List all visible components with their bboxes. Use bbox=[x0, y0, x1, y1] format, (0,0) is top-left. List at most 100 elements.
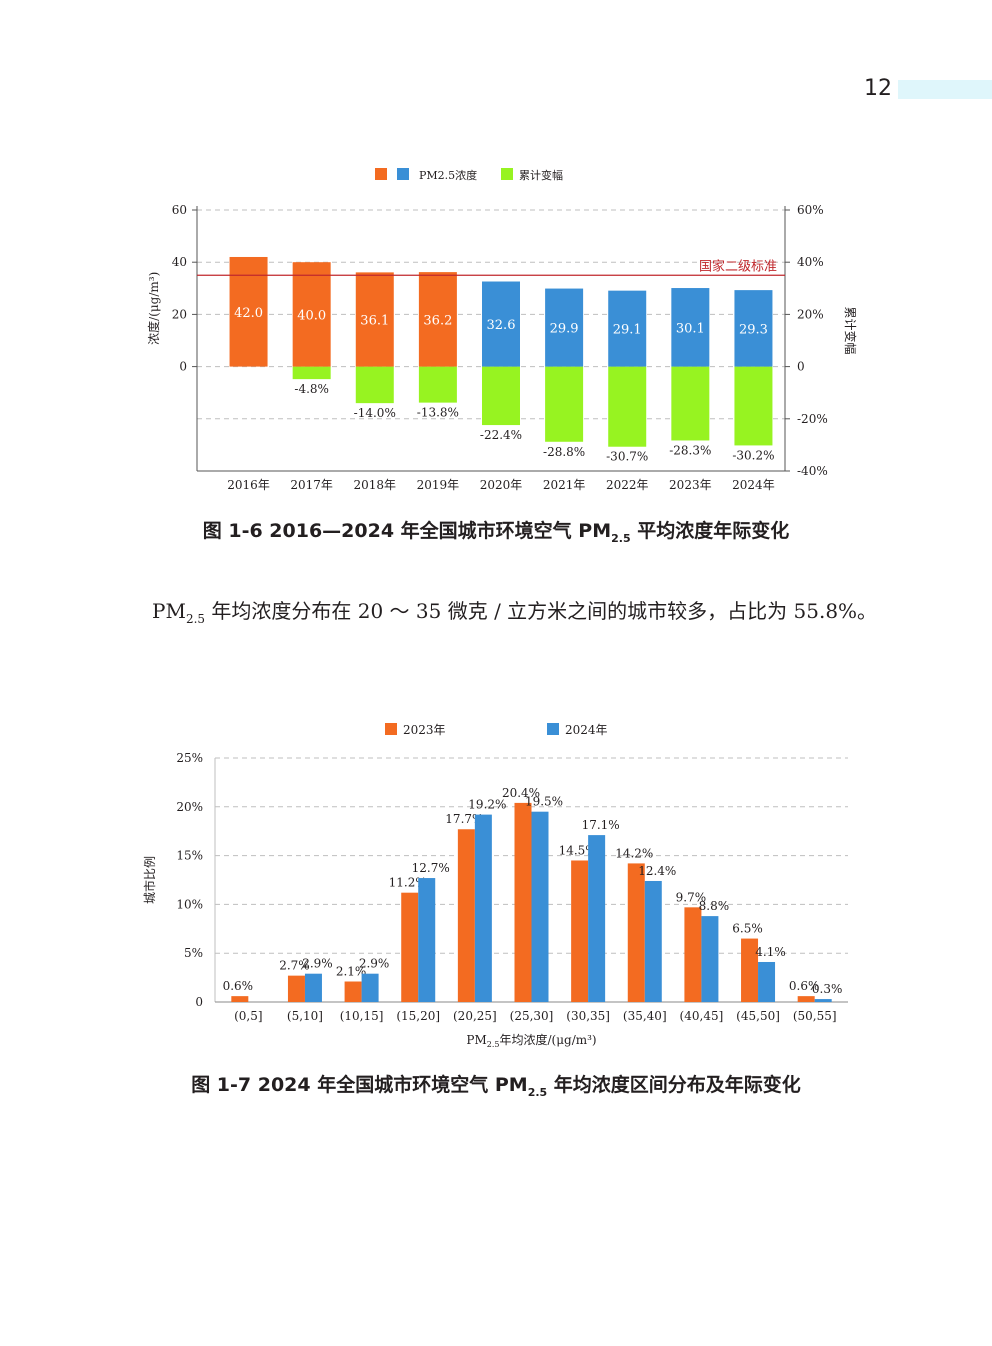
legend-swatch-orange bbox=[375, 168, 387, 180]
bar-2024 bbox=[814, 999, 832, 1002]
x-tick-label: (25,30] bbox=[510, 1009, 554, 1023]
y2-tick-label: -20% bbox=[797, 412, 828, 426]
x-tick-label: 2024年 bbox=[732, 478, 775, 492]
change-label: -30.2% bbox=[732, 448, 774, 462]
change-label: -4.8% bbox=[294, 382, 329, 396]
change-label: -22.4% bbox=[480, 428, 522, 442]
y-axis-title: 城市比例 bbox=[142, 856, 157, 904]
concentration-bar bbox=[608, 290, 647, 367]
concentration-label: 32.6 bbox=[487, 318, 516, 333]
x-tick-label: (10,15] bbox=[340, 1009, 384, 1023]
bar-2024 bbox=[701, 916, 719, 1002]
label-2024: 2.9% bbox=[359, 957, 390, 971]
label-2023: 0.6% bbox=[223, 979, 254, 993]
page-number: 12 bbox=[864, 76, 892, 101]
label-2023: 2.1% bbox=[336, 965, 367, 979]
legend-swatch-2024 bbox=[547, 723, 559, 735]
bar-2023 bbox=[457, 829, 475, 1002]
bar-2024 bbox=[531, 811, 549, 1002]
label-2024: 4.1% bbox=[755, 945, 786, 959]
bar-2023 bbox=[231, 996, 249, 1002]
y-axis-title: 浓度/(μg/m³) bbox=[146, 272, 161, 345]
standard-line-label: 国家二级标准 bbox=[699, 258, 777, 274]
change-bar bbox=[734, 366, 773, 446]
legend-label: 2024年 bbox=[565, 723, 608, 737]
bar-2023 bbox=[741, 938, 759, 1002]
y-tick-label: 5% bbox=[184, 946, 203, 960]
change-label: -28.8% bbox=[543, 445, 585, 459]
change-label: -14.0% bbox=[354, 406, 396, 420]
x-tick-label: 2018年 bbox=[354, 478, 397, 492]
bar-2023 bbox=[571, 860, 589, 1002]
x-tick-label: 2023年 bbox=[669, 478, 712, 492]
change-bar bbox=[482, 366, 520, 426]
label-2024: 19.5% bbox=[525, 795, 563, 809]
bar-2024 bbox=[304, 973, 322, 1002]
label-2024: 0.3% bbox=[812, 982, 843, 996]
label-2024: 12.7% bbox=[412, 861, 450, 875]
bar-2024 bbox=[361, 973, 379, 1002]
x-tick-label: (35,40] bbox=[623, 1009, 667, 1023]
concentration-bar bbox=[292, 262, 331, 367]
x-tick-label: (40,45] bbox=[680, 1009, 724, 1023]
x-tick-label: 2022年 bbox=[606, 478, 649, 492]
legend-label: PM2.5浓度 bbox=[419, 168, 477, 182]
y-tick-label: 60 bbox=[172, 203, 187, 217]
x-tick-label: (5,10] bbox=[287, 1009, 323, 1023]
y2-tick-label: 40% bbox=[797, 255, 824, 269]
change-bar bbox=[608, 366, 647, 447]
bar-2024 bbox=[474, 814, 492, 1002]
y2-tick-label: 0 bbox=[797, 360, 805, 374]
label-2023: 6.5% bbox=[732, 922, 763, 936]
x-tick-label: 2021年 bbox=[543, 478, 586, 492]
x-tick-label: (0,5] bbox=[234, 1009, 262, 1023]
y-tick-label: 10% bbox=[176, 897, 203, 911]
concentration-label: 29.3 bbox=[739, 322, 768, 337]
label-2023: 14.5% bbox=[559, 843, 597, 857]
annual-pm25-chart: 60 40 20 0 60% 40% 20% 0 -20% -40% 浓度/(μg/m³) 累计变幅 -… bbox=[146, 168, 858, 492]
x-tick-label: (30,35] bbox=[566, 1009, 610, 1023]
concentration-label: 29.9 bbox=[550, 322, 579, 337]
y2-tick-label: -40% bbox=[797, 464, 828, 478]
y-tick-label: 40 bbox=[172, 255, 187, 269]
y-tick-label: 20 bbox=[172, 307, 187, 321]
label-2024: 19.2% bbox=[468, 798, 506, 812]
x-tick-label: (50,55] bbox=[793, 1009, 837, 1023]
y2-tick-label: 20% bbox=[797, 307, 824, 321]
x-tick-label: 2017年 bbox=[290, 478, 333, 492]
concentration-label: 29.1 bbox=[613, 323, 642, 338]
figure-1-6-caption: 图 1-6 2016—2024 年全国城市环境空气 PM2.5 平均浓度年际变化 bbox=[202, 520, 790, 545]
label-2023: 11.2% bbox=[389, 876, 427, 890]
concentration-bar bbox=[355, 272, 394, 367]
concentration-bar bbox=[545, 288, 584, 367]
bar-2024 bbox=[588, 835, 606, 1002]
label-2023: 2.7% bbox=[279, 959, 310, 973]
concentration-bar bbox=[671, 288, 710, 367]
label-2023: 20.4% bbox=[502, 786, 540, 800]
change-bar bbox=[418, 366, 457, 403]
change-label: -28.3% bbox=[669, 443, 711, 457]
concentration-label: 36.2 bbox=[423, 313, 452, 328]
label-2024: 8.8% bbox=[699, 899, 730, 913]
label-2024: 17.1% bbox=[582, 818, 620, 832]
page-number-band bbox=[898, 80, 992, 99]
label-2023: 9.7% bbox=[676, 890, 707, 904]
change-bar bbox=[671, 366, 710, 441]
y-tick-label: 0 bbox=[179, 360, 187, 374]
body-paragraph: PM2.5 年均浓度分布在 20 ～ 35 微克 / 立方米之间的城市较多，占比… bbox=[152, 599, 878, 626]
x-tick-label: 2020年 bbox=[480, 478, 523, 492]
bar-2023 bbox=[514, 802, 532, 1002]
legend-swatch-2023 bbox=[385, 723, 397, 735]
concentration-bar bbox=[734, 290, 773, 367]
label-2024: 2.9% bbox=[302, 957, 333, 971]
y-tick-label: 25% bbox=[176, 751, 203, 765]
concentration-label: 36.1 bbox=[360, 313, 389, 328]
figure-1-7-caption: 图 1-7 2024 年全国城市环境空气 PM2.5 年均浓度区间分布及年际变化 bbox=[191, 1074, 801, 1099]
bar-2024 bbox=[644, 880, 662, 1002]
change-bar bbox=[545, 366, 584, 442]
label-2023: 0.6% bbox=[789, 979, 820, 993]
label-2023: 14.2% bbox=[615, 846, 653, 860]
bar-2023 bbox=[627, 863, 645, 1002]
change-label: -30.7% bbox=[606, 450, 648, 464]
label-2023: 17.7% bbox=[445, 812, 483, 826]
